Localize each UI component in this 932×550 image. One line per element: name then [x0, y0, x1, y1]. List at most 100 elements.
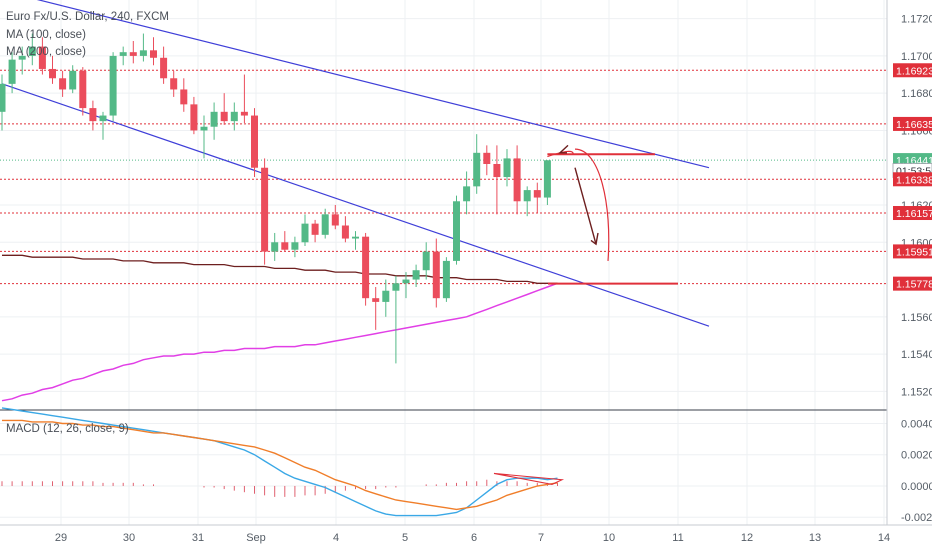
candle-body: [69, 70, 77, 90]
candle-body: [200, 126, 208, 131]
projection-arc-small: [547, 150, 574, 158]
time-tick-label: 13: [809, 532, 821, 544]
candle-body: [240, 111, 248, 116]
candle-body: [160, 57, 168, 79]
candle-body: [261, 167, 269, 252]
macd-divergence-triangle: [493, 472, 565, 485]
symbol-label: Euro Fx/U.S. Dollar, 240, FXCM: [6, 11, 169, 23]
candle-body: [79, 70, 87, 109]
candle-body: [321, 214, 329, 235]
candle-body: [190, 104, 198, 131]
candle-body: [38, 46, 46, 69]
ma100-label: MA (100, close): [6, 29, 86, 41]
candle-body: [129, 52, 137, 56]
projection-arc-large: [574, 148, 610, 261]
candle-body: [362, 236, 370, 299]
projection-arrow: [574, 167, 597, 245]
time-tick-label: 6: [471, 532, 477, 544]
candle-body: [291, 242, 299, 250]
candle-body: [513, 158, 521, 202]
candle-body: [341, 225, 349, 239]
ma100-line: [1, 282, 558, 402]
candle-body: [28, 46, 36, 56]
time-tick-label: 14: [878, 532, 890, 544]
price-tag-bg: [893, 63, 932, 78]
candle-body: [453, 201, 460, 261]
time-tick-label: 12: [741, 532, 753, 544]
lower-channel-line: [1, 83, 710, 327]
candle-body: [442, 260, 450, 299]
price-tag-bg: [893, 244, 932, 259]
candle-body: [402, 279, 410, 284]
candle-body: [271, 242, 279, 252]
candle-body: [392, 283, 400, 291]
candle-body: [483, 152, 491, 164]
time-tick-label: 4: [333, 532, 339, 544]
price-tag: 1.16338: [896, 174, 932, 186]
candle-body: [170, 78, 178, 90]
price-tag-bg: [893, 116, 932, 131]
price-tag: 1.15951: [896, 246, 932, 258]
time-tick-label: 30: [123, 532, 135, 544]
candle-body: [523, 190, 531, 202]
price-tick-label: 1.15400: [901, 349, 932, 361]
arrow-head: [558, 144, 569, 154]
price-tick-label: 1.15600: [901, 312, 932, 324]
candle-body: [463, 186, 471, 202]
candle-body: [473, 152, 481, 187]
price-tag: 1.16923: [896, 65, 932, 77]
candle-body: [0, 83, 6, 112]
candle-body: [251, 115, 258, 168]
macd-tick-label: 0.0020: [901, 450, 932, 462]
time-tick-label: 5: [402, 532, 408, 544]
candle-body: [119, 52, 127, 56]
time-tick-label: 31: [192, 532, 204, 544]
price-tag: 1.16157: [896, 208, 932, 220]
candle-body: [99, 115, 107, 122]
macd-tick-label: -0.0020: [901, 512, 932, 524]
candle-body: [230, 111, 238, 122]
candle-body: [18, 55, 26, 60]
arrow-head: [590, 232, 599, 246]
time-tick-label: Sep: [246, 532, 266, 544]
candle-body: [139, 50, 147, 56]
candle-body: [372, 298, 380, 302]
candle-body: [59, 78, 67, 90]
time-tick-label: 7: [538, 532, 544, 544]
candle-body: [180, 89, 188, 105]
candle-body: [210, 111, 218, 127]
candle-body: [493, 164, 501, 178]
price-tick-label: 1.16800: [901, 88, 932, 100]
price-tag-bg: [893, 206, 932, 221]
time-tick-label: 11: [672, 532, 683, 544]
candle-body: [382, 290, 390, 302]
candle-body: [281, 242, 289, 250]
candle-body: [109, 55, 117, 116]
macd-label: MACD (12, 26, close, 9): [6, 423, 129, 435]
candle-body: [503, 158, 511, 178]
price-tick-label: 1.17000: [901, 51, 932, 63]
candle-body: [352, 236, 359, 239]
ma200-line: [2, 254, 558, 284]
price-tick-label: 1.17200: [901, 14, 932, 26]
price-tag-bg: [893, 172, 932, 187]
candle-body: [422, 251, 430, 271]
candle-body: [8, 59, 16, 84]
candle-body: [311, 223, 319, 235]
time-tick-label: 10: [603, 532, 615, 544]
time-tick-label: 29: [55, 532, 67, 544]
price-tag: 1.16635: [896, 119, 932, 131]
candle-body: [220, 111, 228, 122]
ma200-label: MA (200, close): [6, 46, 86, 58]
candle-body: [432, 251, 440, 299]
price-tag: 1.15778: [896, 279, 932, 291]
candle-body: [301, 223, 309, 243]
candle-body: [49, 68, 56, 79]
macd-tick-label: 0.0000: [901, 481, 932, 493]
macd-tick-label: 0.0040: [901, 418, 932, 430]
candle-body: [543, 160, 551, 198]
candle-body: [412, 270, 420, 280]
candle-body: [89, 108, 97, 122]
